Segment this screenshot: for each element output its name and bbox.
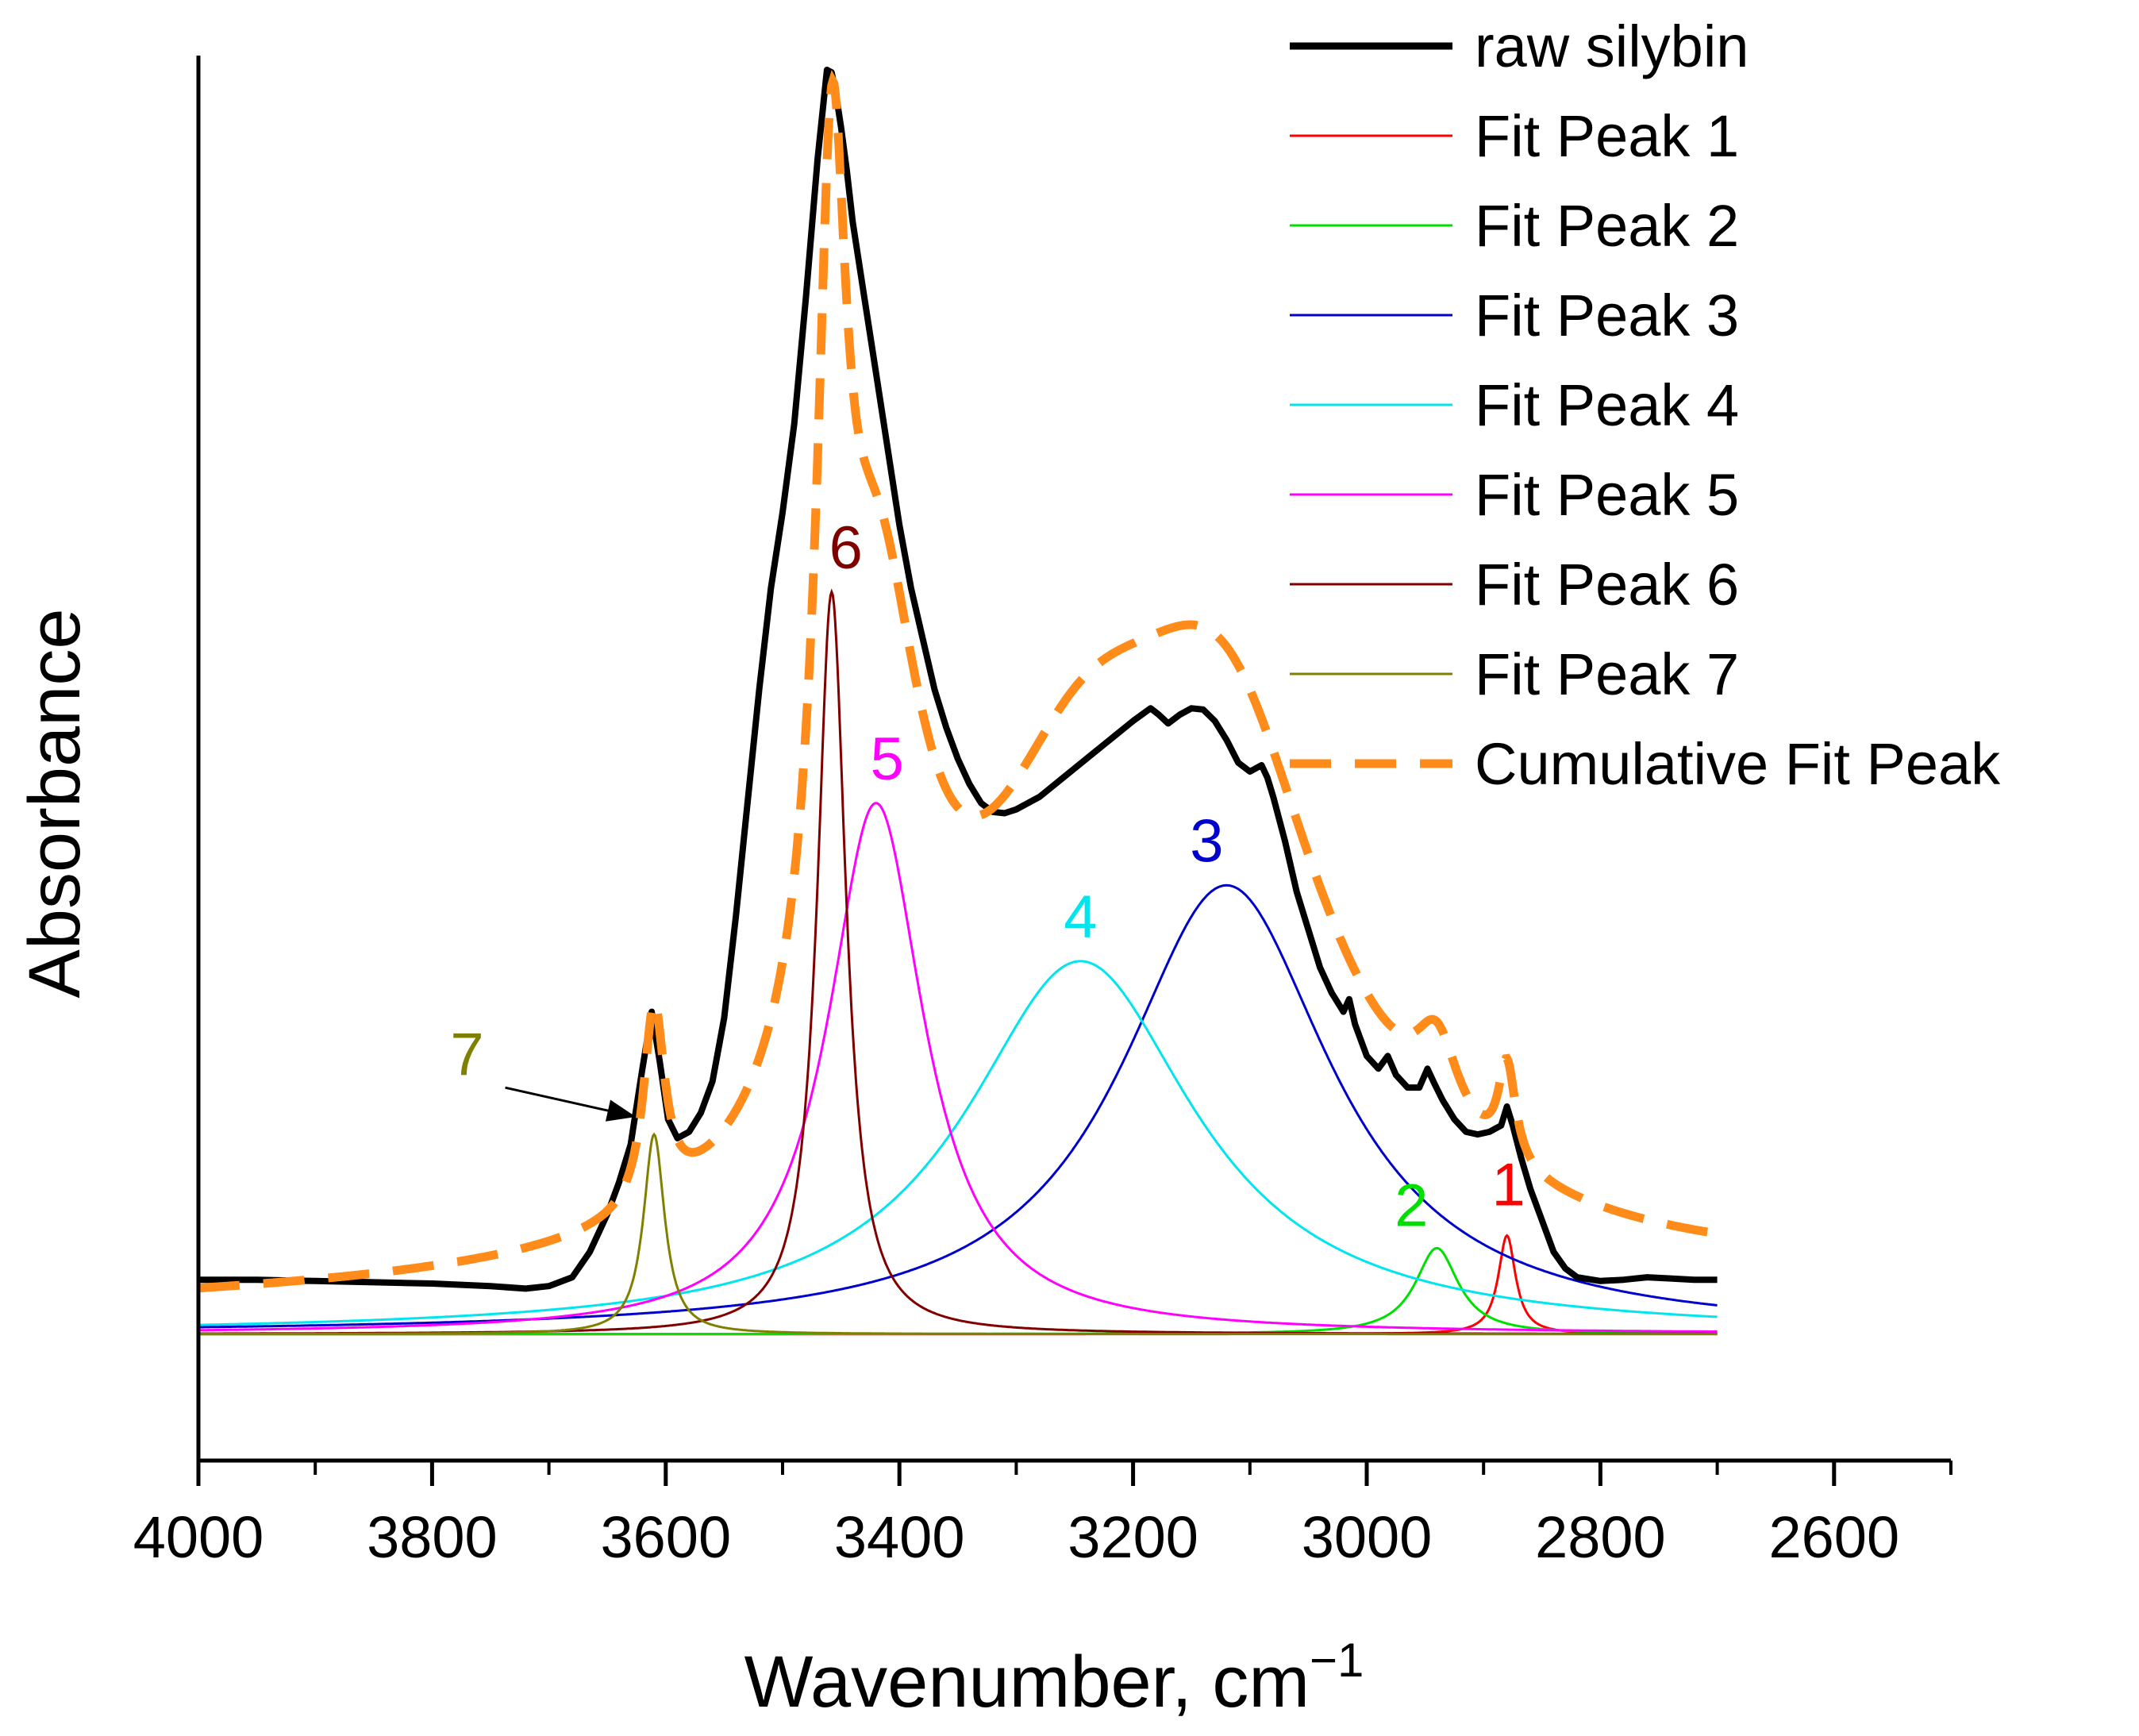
raw-silybin-curve [198, 67, 1718, 1292]
fit-peak-4-curve [198, 960, 1718, 1326]
legend-label-fit-peak-1: Fit Peak 1 [1475, 103, 1739, 169]
fit-peak-7-curve [198, 1132, 1718, 1336]
x-axis-label-text: Wavenumber, cm [744, 1642, 1310, 1723]
peak-label-6: 6 [829, 514, 863, 582]
x-tick-label: 3400 [834, 1504, 965, 1570]
peak-label-4: 4 [1064, 883, 1097, 951]
x-tick-label: 2800 [1535, 1504, 1666, 1570]
legend-label-fit-peak-7: Fit Peak 7 [1475, 641, 1739, 707]
legend-label-raw-silybin: raw silybin [1475, 13, 1749, 79]
legend-label-fit-peak-3: Fit Peak 3 [1475, 283, 1739, 348]
y-axis-label: Absorbance [14, 609, 95, 999]
peak-labels-layer: 7 6 5 4 3 2 1 [450, 514, 1525, 1240]
peak-label-3: 3 [1190, 807, 1223, 875]
legend-label-cumulative-fit-peak: Cumulative Fit Peak [1475, 731, 2001, 797]
peak-label-7: 7 [450, 1021, 483, 1088]
fit-peak-3-curve [198, 883, 1718, 1329]
cumulative-fit-peak-curve [198, 69, 1718, 1293]
x-axis-label: Wavenumber, cm−1 [744, 1634, 1364, 1723]
axes-layer: 4000 3800 3600 3400 3200 3000 2800 2600 [133, 56, 1952, 1570]
legend: raw silybin Fit Peak 1 Fit Peak 2 Fit Peak … [1290, 13, 2001, 797]
peak-7-arrowhead [605, 1099, 637, 1122]
x-tick-label: 3000 [1302, 1504, 1433, 1570]
x-tick-label: 3600 [600, 1504, 731, 1570]
x-axis-label-superscript: −1 [1310, 1634, 1364, 1687]
legend-label-fit-peak-5: Fit Peak 5 [1475, 462, 1739, 528]
peak-label-5: 5 [871, 726, 904, 793]
fit-peak-5-curve [198, 802, 1718, 1333]
peak-label-1: 1 [1491, 1151, 1525, 1218]
x-tick-label: 4000 [133, 1504, 264, 1570]
x-tick-label: 3800 [367, 1504, 498, 1570]
curves-layer [198, 67, 1718, 1336]
legend-label-fit-peak-2: Fit Peak 2 [1475, 193, 1739, 259]
x-tick-label: 2600 [1768, 1504, 1899, 1570]
legend-label-fit-peak-6: Fit Peak 6 [1475, 552, 1739, 618]
legend-label-fit-peak-4: Fit Peak 4 [1475, 372, 1739, 438]
peak-label-2: 2 [1395, 1172, 1428, 1239]
x-tick-label: 3200 [1068, 1504, 1198, 1570]
